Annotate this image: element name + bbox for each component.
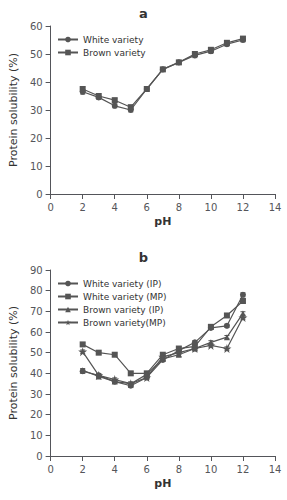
svg-text:14: 14: [269, 464, 282, 475]
svg-text:a: a: [139, 6, 148, 21]
svg-text:0: 0: [47, 202, 53, 213]
svg-text:Brown variety(MP): Brown variety(MP): [83, 318, 166, 328]
svg-text:12: 12: [237, 202, 250, 213]
svg-text:8: 8: [176, 464, 182, 475]
svg-text:pH: pH: [154, 477, 171, 490]
svg-text:30: 30: [30, 105, 43, 116]
svg-text:4: 4: [112, 464, 118, 475]
svg-text:b: b: [139, 250, 148, 265]
svg-text:20: 20: [30, 133, 43, 144]
svg-text:12: 12: [237, 464, 250, 475]
svg-text:Protein solubility (%): Protein solubility (%): [7, 53, 20, 167]
svg-text:2: 2: [79, 202, 85, 213]
svg-text:14: 14: [269, 202, 282, 213]
svg-text:0: 0: [36, 451, 42, 462]
svg-text:White variety: White variety: [83, 35, 144, 45]
svg-text:40: 40: [30, 368, 43, 379]
svg-text:40: 40: [30, 77, 43, 88]
svg-text:60: 60: [30, 21, 43, 32]
svg-text:10: 10: [205, 464, 218, 475]
svg-text:10: 10: [30, 430, 43, 441]
svg-text:6: 6: [144, 464, 150, 475]
svg-text:6: 6: [144, 202, 150, 213]
svg-text:8: 8: [176, 202, 182, 213]
svg-text:White variety (MP): White variety (MP): [83, 292, 167, 302]
svg-text:20: 20: [30, 409, 43, 420]
svg-text:Brown variety: Brown variety: [83, 48, 146, 58]
svg-text:50: 50: [30, 49, 43, 60]
svg-text:60: 60: [30, 327, 43, 338]
svg-text:0: 0: [47, 464, 53, 475]
svg-text:White variety (IP): White variety (IP): [83, 279, 161, 289]
svg-text:Brown variety (IP): Brown variety (IP): [83, 305, 164, 315]
svg-text:80: 80: [30, 285, 43, 296]
svg-text:10: 10: [30, 161, 43, 172]
svg-text:50: 50: [30, 347, 43, 358]
svg-text:pH: pH: [154, 215, 171, 228]
svg-text:4: 4: [112, 202, 118, 213]
svg-text:Protein solubility (%): Protein solubility (%): [7, 306, 20, 420]
svg-text:90: 90: [30, 265, 43, 276]
svg-text:70: 70: [30, 306, 43, 317]
svg-text:0: 0: [36, 189, 42, 200]
svg-text:2: 2: [79, 464, 85, 475]
svg-text:30: 30: [30, 389, 43, 400]
svg-text:10: 10: [205, 202, 218, 213]
